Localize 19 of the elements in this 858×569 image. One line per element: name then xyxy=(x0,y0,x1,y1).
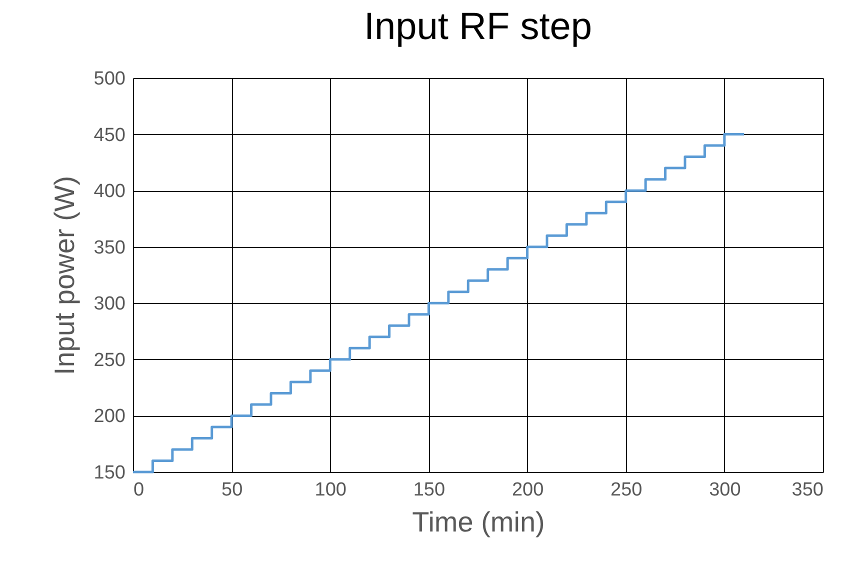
x-tick-label: 350 xyxy=(792,480,824,500)
y-tick-label: 200 xyxy=(94,406,126,428)
x-tick-label: 100 xyxy=(314,480,346,500)
x-tick-label: 300 xyxy=(709,480,741,500)
y-tick-label: 500 xyxy=(94,68,126,90)
y-tick-label: 350 xyxy=(94,237,126,258)
chart-title: Input RF step xyxy=(364,6,592,48)
y-tick-label: 300 xyxy=(94,294,126,315)
x-tick-label: 0 xyxy=(134,480,144,500)
y-axis-title: Input power (W) xyxy=(48,176,80,376)
x-tick-label: 200 xyxy=(512,480,544,500)
y-tick-label: 400 xyxy=(94,181,126,202)
y-tick-label: 150 xyxy=(94,462,126,484)
y-tick-label: 250 xyxy=(94,350,126,371)
x-tick-label: 150 xyxy=(413,480,446,500)
y-tick-label: 450 xyxy=(94,124,126,146)
x-axis-title: Time (min) xyxy=(412,506,545,538)
x-tick-label: 250 xyxy=(610,480,642,500)
x-tick-label: 50 xyxy=(222,480,243,500)
